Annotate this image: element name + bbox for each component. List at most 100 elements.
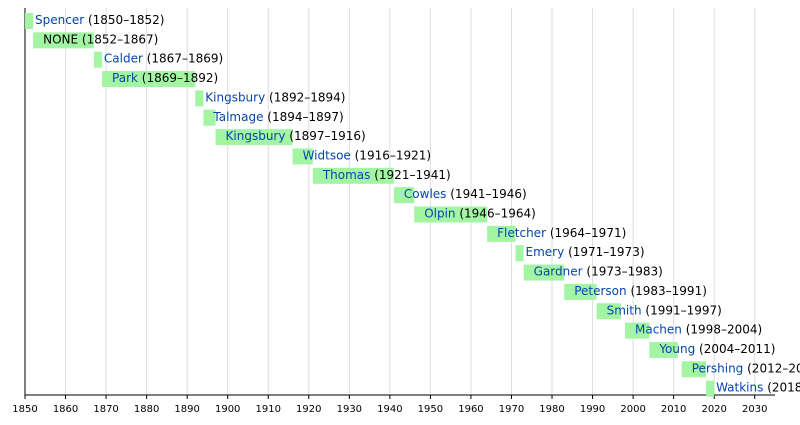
bar (649, 341, 678, 358)
x-tick-label: 1990 (580, 404, 605, 415)
x-tick-label: 1850 (12, 404, 37, 415)
bar (414, 206, 488, 223)
name-link[interactable]: Peterson (574, 283, 626, 297)
years: (1897–1916) (289, 129, 365, 143)
bar-label: Thomas (1921–1941) (322, 167, 451, 181)
name-link[interactable]: Emery (526, 245, 565, 259)
bar-label: Olpin (1946–1964) (424, 206, 536, 220)
bar (25, 13, 34, 29)
bar (93, 51, 103, 68)
bar (393, 187, 415, 204)
name-link[interactable]: Watkins (716, 380, 763, 394)
x-tick-label: 1970 (499, 404, 524, 415)
bar (596, 303, 621, 320)
name-link[interactable]: Smith (607, 303, 642, 317)
bar (564, 283, 597, 300)
name-link[interactable]: Fletcher (497, 225, 546, 239)
name-link[interactable]: Cowles (404, 187, 447, 201)
bar-label: Kingsbury (1897–1916) (226, 129, 366, 143)
name-link[interactable]: Thomas (322, 167, 371, 181)
years: (1921–1941) (374, 167, 450, 181)
bar (523, 264, 565, 281)
bar-label: Calder (1867–1869) (104, 51, 223, 65)
x-tick-label: 1930 (337, 404, 362, 415)
x-tick-label: 1890 (174, 404, 199, 415)
years: (1867–1869) (147, 51, 223, 65)
bar-label: Cowles (1941–1946) (404, 187, 527, 201)
years: (1941–1946) (450, 187, 526, 201)
bar (625, 322, 650, 339)
name-link[interactable]: Kingsbury (205, 90, 265, 104)
years: (1852–1867) (82, 32, 158, 46)
name-link[interactable]: Widtsoe (303, 148, 351, 162)
years: (1850–1852) (88, 13, 164, 27)
bar-label: Watkins (2018–present) (716, 380, 800, 394)
bar (102, 71, 196, 88)
name-link[interactable]: Gardner (534, 264, 583, 278)
bar-label: Pershing (2012–2018) (692, 361, 800, 375)
x-tick-label: 2030 (742, 404, 767, 415)
bar (203, 109, 216, 126)
years: (1869–1892) (142, 71, 218, 85)
years: (2004–2011) (699, 341, 775, 355)
x-tick-label: 1880 (134, 404, 159, 415)
bar-label: Park (1869–1892) (112, 71, 218, 85)
years: (1946–1964) (459, 206, 535, 220)
years: (1971–1973) (568, 245, 644, 259)
x-tick-label: 1870 (93, 404, 118, 415)
bar-label: Peterson (1983–1991) (574, 283, 707, 297)
x-tick-label: 1910 (256, 404, 281, 415)
x-tick-label: 2010 (661, 404, 686, 415)
x-tick-label: 1950 (418, 404, 443, 415)
years: (1973–1983) (586, 264, 662, 278)
name-link[interactable]: Young (658, 341, 695, 355)
years: (1894–1897) (267, 109, 343, 123)
name-link[interactable]: Machen (635, 322, 682, 336)
x-tick-label: 1900 (215, 404, 240, 415)
name-link[interactable]: Olpin (424, 206, 455, 220)
bar-label: Emery (1971–1973) (526, 245, 645, 259)
x-tick-label: 1940 (377, 404, 402, 415)
bar (487, 225, 516, 242)
x-tick-label: 1980 (539, 404, 564, 415)
name-link[interactable]: Calder (104, 51, 143, 65)
bar-label: Spencer (1850–1852) (35, 13, 164, 27)
bar (215, 129, 293, 146)
bar-label: Fletcher (1964–1971) (497, 225, 626, 239)
bar (515, 245, 524, 262)
bar-label: Kingsbury (1892–1894) (205, 90, 345, 104)
years: (1983–1991) (630, 283, 706, 297)
name-link[interactable]: Pershing (692, 361, 744, 375)
years: (1916–1921) (355, 148, 431, 162)
bar (33, 32, 94, 49)
x-tick-label: 1920 (296, 404, 321, 415)
bar (681, 361, 707, 378)
bar (706, 380, 715, 397)
bar-label: Machen (1998–2004) (635, 322, 762, 336)
x-tick-label: 1860 (53, 404, 78, 415)
name-link[interactable]: Kingsbury (226, 129, 286, 143)
x-tick-label: 2000 (620, 404, 645, 415)
years: (1998–2004) (686, 322, 762, 336)
bar (292, 148, 313, 165)
years: (1964–1971) (550, 225, 626, 239)
bar-label: Young (2004–2011) (658, 341, 775, 355)
name-link[interactable]: Park (112, 71, 138, 85)
years: (1991–1997) (645, 303, 721, 317)
bar-label: NONE (1852–1867) (43, 32, 158, 46)
bar-label: Gardner (1973–1983) (534, 264, 663, 278)
name-link: NONE (43, 32, 78, 46)
name-link[interactable]: Talmage (212, 109, 263, 123)
bar-label: Talmage (1894–1897) (212, 109, 343, 123)
years: (2018–present) (767, 380, 800, 394)
bar (195, 90, 204, 107)
x-tick-label: 1960 (458, 404, 483, 415)
bar (312, 167, 394, 184)
bar-label: Widtsoe (1916–1921) (303, 148, 432, 162)
name-link[interactable]: Spencer (35, 13, 84, 27)
x-tick-label: 2020 (701, 404, 726, 415)
bar-label: Smith (1991–1997) (607, 303, 722, 317)
years: (2012–2018) (747, 361, 800, 375)
years: (1892–1894) (269, 90, 345, 104)
